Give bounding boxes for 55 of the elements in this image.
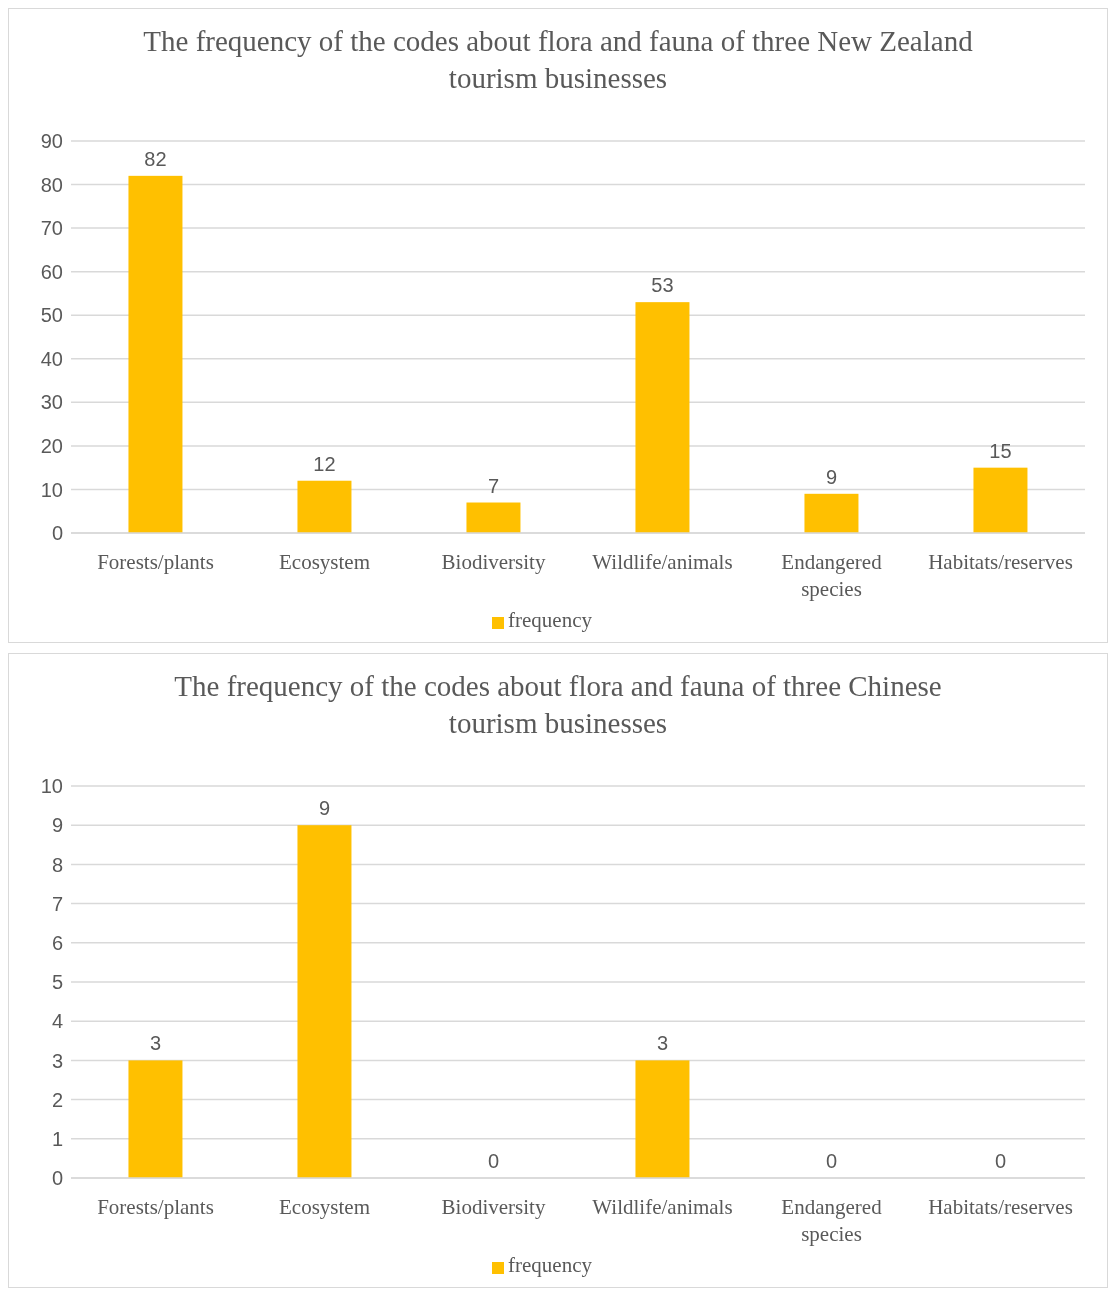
data-label: 7 (487, 474, 500, 497)
data-label: 53 (651, 274, 674, 297)
data-label: 82 (144, 147, 167, 170)
x-tick-label: Biodiversity (441, 550, 546, 574)
y-tick-label: 5 (51, 971, 63, 994)
x-tick-label: Wildlife/animals (592, 1195, 733, 1219)
x-tick-label: Habitats/reserves (928, 1195, 1073, 1219)
data-label: 9 (825, 465, 838, 488)
y-tick-label: 0 (51, 1167, 63, 1190)
y-tick-label: 7 (51, 892, 63, 915)
data-label: 0 (994, 1150, 1007, 1172)
y-tick-label: 10 (40, 478, 63, 501)
bar (466, 502, 521, 533)
data-label: 3 (656, 1032, 669, 1055)
data-label: 15 (989, 439, 1012, 462)
bar (635, 302, 690, 533)
chart-title: The frequency of the codes about flora and fauna of three New Zealand tourism businesses (142, 24, 974, 96)
x-tick-label: Ecosystem (279, 550, 370, 574)
x-tick-label: Forests/plants (97, 550, 214, 574)
y-tick-label: 9 (51, 814, 63, 837)
bar (297, 480, 352, 533)
x-tick-label: Forests/plants (97, 1195, 214, 1219)
y-tick-label: 80 (40, 173, 63, 196)
y-tick-label: 8 (51, 853, 63, 876)
y-tick-label: 70 (40, 217, 63, 240)
y-tick-label: 10 (40, 775, 63, 798)
bar (804, 493, 859, 533)
x-tick-label: Ecosystem (279, 1195, 370, 1219)
chart-title: The frequency of the codes about flora and fauna of three Chinese tourism businesses (173, 669, 943, 741)
y-tick-label: 6 (51, 931, 63, 954)
x-tick-label: Habitats/reserves (928, 550, 1073, 574)
y-tick-label: 4 (51, 1010, 63, 1033)
y-tick-label: 40 (40, 347, 63, 370)
x-tick-label: Endangered species (781, 1195, 883, 1246)
bar (128, 175, 183, 533)
y-tick-label: 90 (40, 130, 63, 153)
y-tick-label: 0 (51, 522, 63, 545)
y-tick-label: 1 (51, 1127, 63, 1150)
x-tick-label: Endangered species (781, 550, 883, 601)
bar (973, 467, 1028, 533)
legend-label: frequency (508, 608, 592, 632)
data-label: 0 (487, 1150, 500, 1172)
data-label: 12 (313, 452, 336, 475)
x-tick-label: Biodiversity (441, 1195, 546, 1219)
data-label: 0 (825, 1150, 838, 1172)
y-tick-label: 50 (40, 304, 63, 327)
y-tick-label: 30 (40, 391, 63, 414)
y-tick-label: 3 (51, 1049, 63, 1072)
y-tick-label: 60 (40, 260, 63, 283)
x-tick-label: Wildlife/animals (592, 550, 733, 574)
y-tick-label: 20 (40, 434, 63, 457)
data-label: 3 (149, 1032, 162, 1055)
data-label: 9 (318, 797, 331, 820)
legend-label: frequency (508, 1253, 592, 1277)
y-tick-label: 2 (51, 1088, 63, 1111)
